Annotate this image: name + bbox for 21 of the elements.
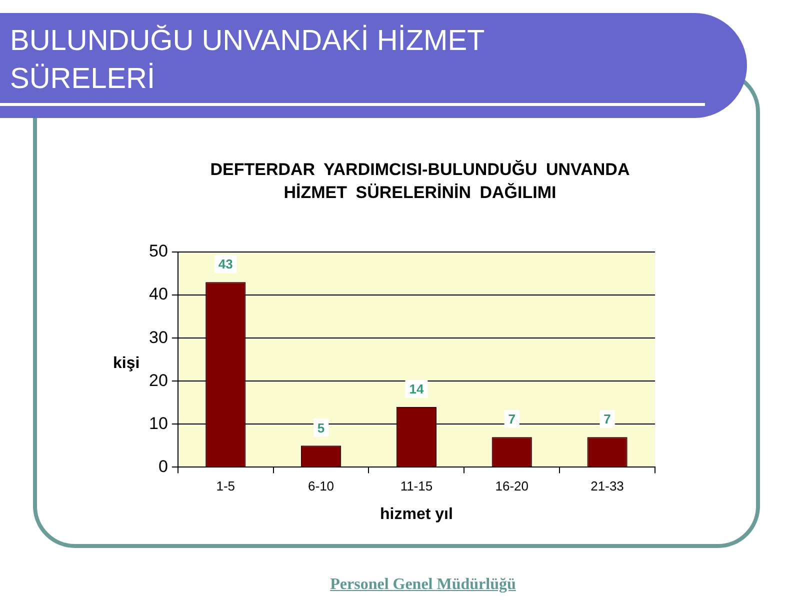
x-tick-label: 1-5	[216, 478, 236, 494]
y-tick-label: 50	[148, 242, 168, 261]
chart-title: BULUNDUĞU UNVANDAKİ HİZMET SÜRELERİ	[10, 24, 486, 97]
x-tick-label: 16-20	[495, 478, 528, 494]
y-tick-label: 20	[148, 370, 168, 390]
y-tick-label: 10	[148, 414, 168, 433]
x-axis-title: hizmet yıl	[380, 506, 453, 523]
y-axis-title: kişi	[113, 355, 140, 372]
text: Personel Genel Müdürlüğü	[330, 576, 516, 593]
x-tick-label: 6-10	[308, 478, 334, 494]
y-tick-label: 0	[158, 456, 168, 476]
y-tick-label: 40	[148, 284, 168, 304]
data-label: 5	[317, 420, 325, 436]
data-label: 43	[218, 256, 233, 272]
x-tick-label: 21-33	[590, 478, 624, 494]
x-tick-label: 11-15	[400, 478, 433, 494]
y-tick-label: 30	[148, 328, 168, 347]
data-label: 7	[508, 412, 516, 427]
data-label: 14	[409, 382, 424, 397]
data-label: 7	[604, 412, 611, 427]
chart-subtitle: DEFTERDAR YARDIMCISI-BULUNDUĞU UNVANDA HİZMET SÜRELERİNİN DAĞILIMI	[209, 159, 631, 204]
